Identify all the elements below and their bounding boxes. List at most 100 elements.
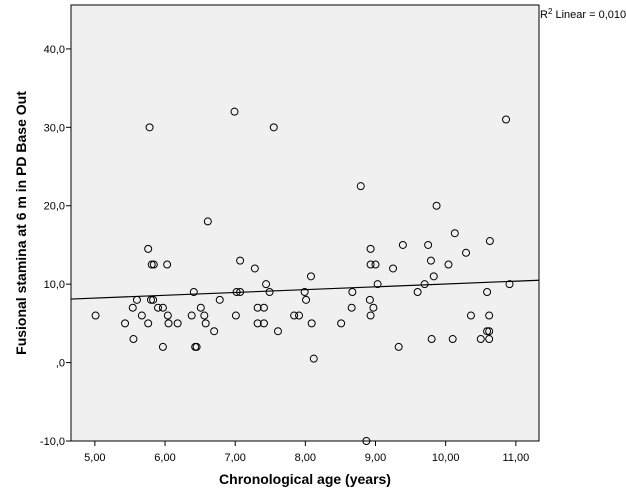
point — [189, 288, 198, 297]
y-tick-label: 10,0 — [44, 279, 65, 291]
point — [307, 319, 316, 328]
point — [163, 260, 172, 269]
point — [369, 303, 378, 312]
point — [371, 260, 380, 269]
point — [483, 327, 492, 336]
point — [215, 295, 224, 304]
point — [309, 354, 318, 363]
x-tick-label: 9,00 — [365, 452, 386, 464]
point — [149, 295, 158, 304]
plot-area — [70, 4, 540, 442]
point — [366, 311, 375, 320]
point — [164, 319, 173, 328]
point — [290, 311, 299, 320]
point — [426, 256, 435, 265]
point — [236, 288, 245, 297]
point — [145, 123, 154, 132]
y-axis-title: Fusional stamina at 6 m in PD Base Out — [13, 91, 29, 355]
point — [173, 319, 182, 328]
point — [146, 295, 155, 304]
point — [300, 288, 309, 297]
point — [231, 311, 240, 320]
point — [158, 342, 167, 351]
point — [132, 295, 141, 304]
point — [128, 303, 137, 312]
point — [203, 217, 212, 226]
point — [144, 319, 153, 328]
point — [432, 201, 441, 210]
point — [429, 272, 438, 281]
point — [356, 182, 365, 191]
point — [91, 311, 100, 320]
y-tick-label: -10,0 — [40, 436, 65, 448]
point — [230, 107, 239, 116]
point — [158, 303, 167, 312]
point — [420, 280, 429, 289]
point — [236, 256, 245, 265]
point — [259, 303, 268, 312]
point — [137, 311, 146, 320]
point — [306, 272, 315, 281]
point — [129, 335, 138, 344]
point — [389, 264, 398, 273]
annotation-sup: 2 — [548, 7, 553, 16]
point — [302, 295, 311, 304]
point — [476, 335, 485, 344]
point — [201, 319, 210, 328]
point — [187, 311, 196, 320]
point — [366, 244, 375, 253]
annotation-base: R — [540, 9, 548, 21]
point — [154, 303, 163, 312]
point — [366, 260, 375, 269]
point — [253, 303, 262, 312]
point — [250, 264, 259, 273]
point — [424, 240, 433, 249]
point — [413, 288, 422, 297]
x-axis-title: Chronological age (years) — [219, 471, 391, 487]
point — [365, 295, 374, 304]
fit-line — [70, 279, 540, 300]
point — [483, 288, 492, 297]
point — [362, 437, 371, 445]
point — [163, 311, 172, 320]
x-tick-label: 6,00 — [154, 452, 175, 464]
point — [427, 335, 436, 344]
point — [265, 288, 274, 297]
x-tick-label: 8,00 — [295, 452, 316, 464]
y-tick-label: 40,0 — [44, 44, 65, 56]
point — [262, 280, 271, 289]
point — [196, 303, 205, 312]
point — [144, 244, 153, 253]
point — [462, 248, 471, 257]
point — [485, 335, 494, 344]
point — [450, 229, 459, 238]
point — [200, 311, 209, 320]
x-tick-label: 7,00 — [224, 452, 245, 464]
point — [373, 280, 382, 289]
x-tick-label: 11,00 — [502, 452, 529, 464]
point — [295, 311, 304, 320]
point — [337, 319, 346, 328]
point — [485, 327, 494, 336]
point — [485, 237, 494, 246]
x-tick-label: 10,00 — [432, 452, 460, 464]
y-tick-label: 30,0 — [44, 122, 65, 134]
annotation-rest: Linear = 0,010 — [552, 9, 626, 21]
point — [394, 342, 403, 351]
point — [398, 240, 407, 249]
point — [485, 311, 494, 320]
point — [347, 303, 356, 312]
point — [273, 327, 282, 336]
x-tick-label: 5,00 — [84, 452, 105, 464]
point — [147, 260, 156, 269]
point — [505, 280, 514, 289]
point — [210, 327, 219, 336]
y-tick-label: ,0 — [56, 358, 65, 370]
point — [253, 319, 262, 328]
y-tick-label: 20,0 — [44, 201, 65, 213]
point — [259, 319, 268, 328]
point — [444, 260, 453, 269]
point — [192, 342, 201, 351]
